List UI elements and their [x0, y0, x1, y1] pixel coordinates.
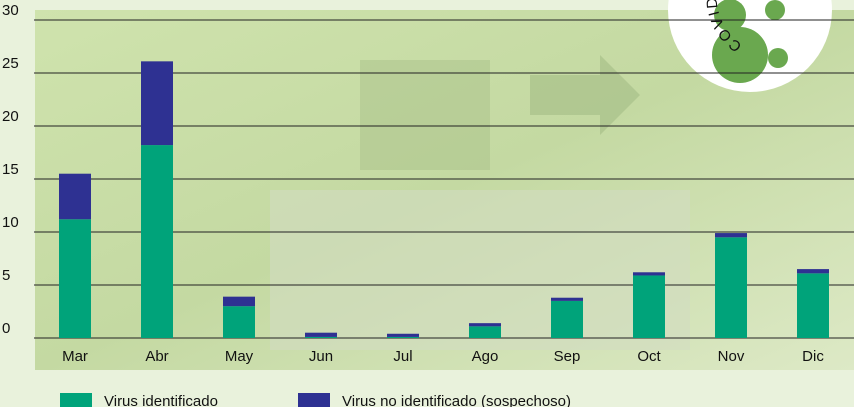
bar-segment [387, 336, 419, 338]
x-tick-label: Jun [309, 348, 333, 365]
y-tick-label: 30 [2, 2, 19, 19]
virus-icon [714, 0, 746, 31]
y-tick-label: 20 [2, 108, 19, 125]
x-tick-label: Abr [145, 348, 168, 365]
bar-segment [551, 300, 583, 338]
bar-segment [797, 269, 829, 274]
virus-icon [768, 48, 788, 68]
x-tick-label: Nov [718, 348, 745, 365]
virus-icon [765, 0, 785, 20]
x-tick-label: Sep [554, 348, 581, 365]
bar-segment [59, 219, 91, 338]
bar-segment [715, 237, 747, 338]
sign-arrow [530, 55, 640, 135]
bar-segment [305, 332, 337, 337]
bar-segment [223, 296, 255, 307]
y-tick-label: 5 [2, 267, 10, 284]
bar-segment [797, 273, 829, 338]
bar-segment [387, 333, 419, 337]
bar-segment [59, 173, 91, 220]
x-tick-label: Jul [393, 348, 412, 365]
bar-segment [305, 336, 337, 338]
bar-segment [633, 275, 665, 338]
x-tick-label: Mar [62, 348, 88, 365]
bar-segment [223, 306, 255, 338]
y-tick-label: 10 [2, 214, 19, 231]
bar-segment [141, 145, 173, 338]
sign-icon [360, 60, 490, 170]
bar-segment [469, 323, 501, 327]
x-tick-label: Dic [802, 348, 824, 365]
virus-icon [712, 27, 768, 83]
legend-label: Virus identificado [104, 393, 218, 407]
y-tick-label: 0 [2, 320, 10, 337]
x-tick-label: Oct [637, 348, 661, 365]
bar-segment [141, 61, 173, 146]
bar-segment [551, 297, 583, 301]
legend-swatch [60, 393, 92, 407]
legend-label: Virus no identificado (sospechoso) [342, 393, 571, 407]
covid-badge: COVID-19 [668, 0, 832, 92]
x-tick-label: May [225, 348, 254, 365]
legend-swatch [298, 393, 330, 407]
x-tick-label: Ago [472, 348, 499, 365]
y-tick-label: 15 [2, 161, 19, 178]
bar-segment [633, 272, 665, 276]
bar-segment [715, 233, 747, 238]
y-tick-label: 25 [2, 55, 19, 72]
bar-segment [469, 326, 501, 338]
